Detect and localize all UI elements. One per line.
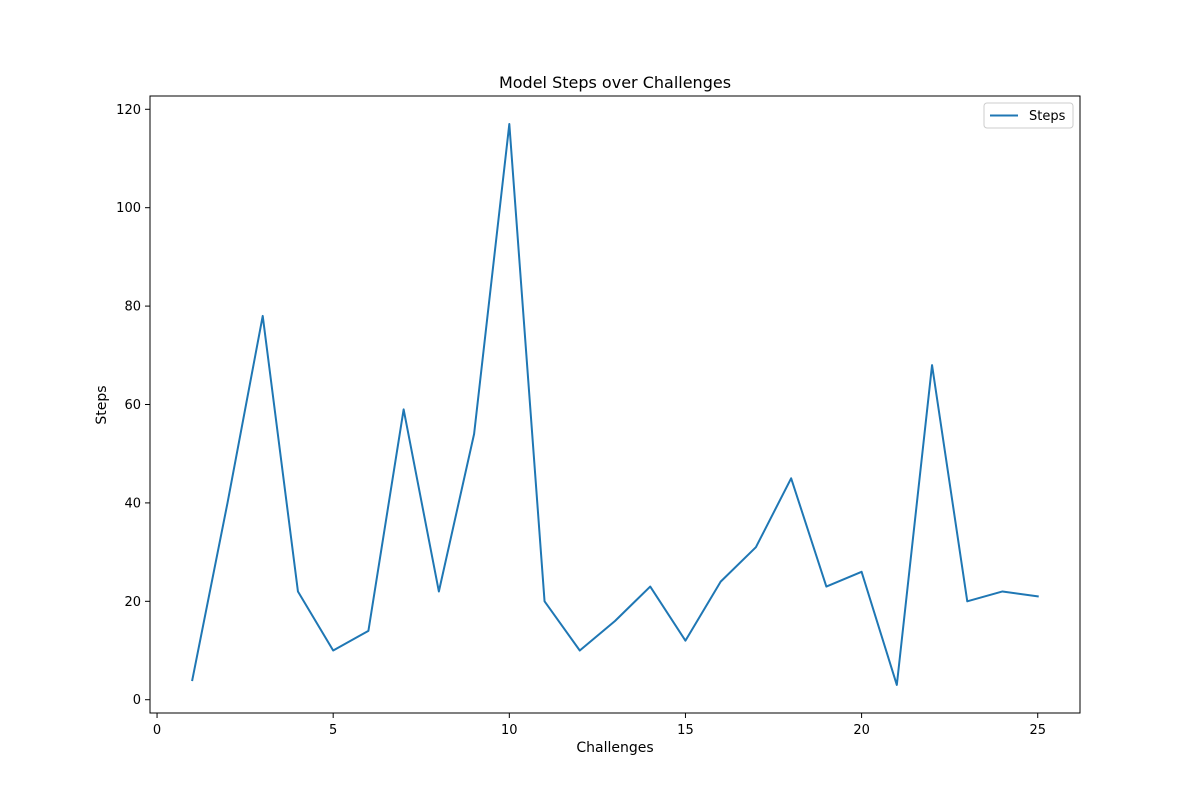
x-tick-label: 10 <box>501 723 518 738</box>
x-tick-label: 5 <box>329 723 337 738</box>
legend: Steps <box>983 102 1074 129</box>
x-tick-label: 0 <box>153 723 161 738</box>
y-tick-label: 20 <box>124 595 141 610</box>
x-tick-label: 25 <box>1029 723 1046 738</box>
x-tick-label: 20 <box>853 723 870 738</box>
y-tick-label: 0 <box>133 693 141 708</box>
x-axis-label: Challenges <box>576 740 653 756</box>
series-line-0 <box>191 123 1039 686</box>
chart-title: Model Steps over Challenges <box>499 73 731 92</box>
y-tick-label: 60 <box>124 398 141 413</box>
y-axis-label: Steps <box>94 385 110 424</box>
y-tick-label: 100 <box>116 201 141 216</box>
y-tick-label: 40 <box>124 496 141 511</box>
plot-area <box>191 123 1039 686</box>
x-tick-label: 15 <box>677 723 694 738</box>
y-tick-label: 120 <box>116 103 141 118</box>
legend-label: Steps <box>1029 109 1066 124</box>
y-tick-label: 80 <box>124 300 141 315</box>
axes: 0 5 10 15 20 25 0 20 40 60 80 100 120 <box>116 95 1081 738</box>
legend-box <box>983 102 1074 129</box>
